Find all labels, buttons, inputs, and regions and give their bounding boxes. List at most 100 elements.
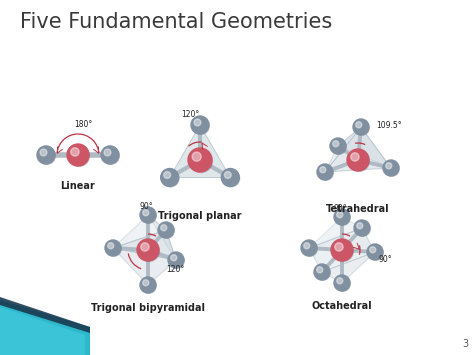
Polygon shape: [325, 127, 361, 172]
Circle shape: [193, 118, 210, 134]
Circle shape: [354, 220, 370, 236]
Polygon shape: [113, 230, 176, 260]
Circle shape: [192, 152, 201, 161]
Circle shape: [334, 275, 350, 291]
Circle shape: [39, 148, 55, 164]
Circle shape: [320, 167, 326, 173]
Circle shape: [142, 279, 156, 293]
Text: 90°: 90°: [139, 202, 153, 211]
Polygon shape: [113, 248, 176, 285]
Polygon shape: [325, 127, 391, 172]
Circle shape: [143, 210, 149, 216]
Polygon shape: [309, 217, 362, 248]
Polygon shape: [309, 248, 375, 272]
Text: Tetrahedral: Tetrahedral: [326, 204, 390, 214]
Text: 120°: 120°: [166, 265, 184, 274]
Text: 120°: 120°: [181, 110, 199, 119]
Circle shape: [37, 146, 55, 164]
Circle shape: [347, 149, 369, 171]
Circle shape: [101, 146, 119, 164]
Circle shape: [317, 164, 333, 180]
Circle shape: [221, 169, 239, 186]
Circle shape: [67, 144, 89, 166]
Circle shape: [384, 162, 399, 176]
Circle shape: [141, 243, 149, 251]
Circle shape: [335, 243, 343, 251]
Text: Octahedral: Octahedral: [312, 301, 372, 311]
Circle shape: [164, 171, 171, 179]
Polygon shape: [0, 307, 85, 355]
Polygon shape: [170, 125, 230, 178]
Circle shape: [107, 242, 121, 256]
Circle shape: [194, 119, 201, 126]
Circle shape: [171, 255, 177, 261]
Text: Linear: Linear: [61, 181, 95, 191]
Circle shape: [163, 170, 179, 187]
Circle shape: [139, 241, 159, 261]
Circle shape: [333, 141, 339, 147]
Circle shape: [355, 121, 369, 135]
Polygon shape: [322, 252, 375, 283]
Circle shape: [369, 246, 383, 260]
Circle shape: [158, 222, 174, 238]
Circle shape: [319, 165, 333, 180]
Text: 90°: 90°: [379, 255, 392, 264]
Circle shape: [71, 148, 79, 156]
Circle shape: [317, 267, 323, 273]
Circle shape: [161, 225, 167, 231]
Circle shape: [349, 151, 369, 171]
Circle shape: [336, 211, 350, 225]
Polygon shape: [113, 215, 166, 248]
Circle shape: [142, 209, 156, 223]
Circle shape: [331, 239, 353, 261]
Circle shape: [160, 224, 174, 238]
Circle shape: [191, 151, 212, 173]
Circle shape: [383, 160, 399, 176]
Circle shape: [357, 223, 363, 229]
Circle shape: [140, 277, 156, 293]
Circle shape: [161, 169, 179, 186]
Polygon shape: [338, 127, 391, 168]
Text: 180°: 180°: [74, 120, 92, 129]
Circle shape: [69, 146, 90, 166]
Circle shape: [336, 277, 350, 291]
Circle shape: [370, 247, 376, 253]
Circle shape: [170, 253, 184, 268]
Circle shape: [337, 212, 343, 218]
Circle shape: [353, 119, 369, 135]
Circle shape: [330, 138, 346, 154]
Circle shape: [104, 149, 111, 156]
Circle shape: [137, 239, 159, 261]
Circle shape: [223, 170, 240, 187]
Circle shape: [103, 148, 119, 164]
Text: 109.5°: 109.5°: [376, 121, 401, 130]
Circle shape: [334, 209, 350, 225]
Text: 90°: 90°: [333, 204, 347, 213]
Polygon shape: [148, 215, 176, 260]
Circle shape: [224, 171, 231, 179]
Text: Trigonal bipyramidal: Trigonal bipyramidal: [91, 303, 205, 313]
Circle shape: [333, 241, 354, 261]
Circle shape: [143, 280, 149, 286]
Circle shape: [302, 242, 317, 256]
Circle shape: [168, 252, 184, 268]
Polygon shape: [309, 228, 375, 252]
Circle shape: [314, 264, 330, 280]
Circle shape: [40, 149, 47, 156]
Circle shape: [188, 148, 212, 172]
Circle shape: [356, 222, 370, 236]
Circle shape: [191, 116, 209, 134]
Circle shape: [108, 243, 114, 249]
Circle shape: [367, 244, 383, 260]
Circle shape: [301, 240, 317, 256]
Circle shape: [356, 122, 362, 128]
Circle shape: [140, 207, 156, 223]
Circle shape: [337, 278, 343, 284]
Circle shape: [386, 163, 392, 169]
Text: Trigonal planar: Trigonal planar: [158, 211, 242, 221]
Polygon shape: [0, 300, 90, 355]
Circle shape: [304, 243, 310, 249]
Circle shape: [105, 240, 121, 256]
Text: 3: 3: [462, 339, 468, 349]
Circle shape: [351, 153, 359, 161]
